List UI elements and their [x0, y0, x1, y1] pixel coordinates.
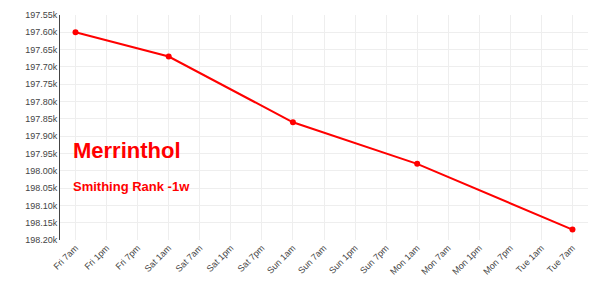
svg-text:Tue 7am: Tue 7am — [545, 243, 577, 275]
svg-text:197.95k: 197.95k — [25, 149, 58, 159]
svg-text:198.05k: 198.05k — [25, 183, 58, 193]
svg-text:Sat 1pm: Sat 1pm — [205, 243, 236, 274]
svg-text:198.10k: 198.10k — [25, 201, 58, 211]
svg-text:Mon 1am: Mon 1am — [388, 243, 422, 277]
svg-text:Sat 1am: Sat 1am — [143, 243, 174, 274]
svg-text:198.00k: 198.00k — [25, 166, 58, 176]
svg-text:198.20k: 198.20k — [25, 235, 58, 245]
svg-text:197.65k: 197.65k — [25, 45, 58, 55]
svg-text:Sun 7am: Sun 7am — [296, 243, 329, 276]
svg-text:197.90k: 197.90k — [25, 131, 58, 141]
svg-text:Fri 7pm: Fri 7pm — [114, 243, 143, 272]
svg-text:197.75k: 197.75k — [25, 79, 58, 89]
svg-text:Sat 7pm: Sat 7pm — [236, 243, 267, 274]
svg-text:Fri 1pm: Fri 1pm — [83, 243, 112, 272]
svg-text:Sat 7am: Sat 7am — [174, 243, 205, 274]
svg-text:197.60k: 197.60k — [25, 27, 58, 37]
svg-text:198.15k: 198.15k — [25, 218, 58, 228]
svg-text:Mon 1pm: Mon 1pm — [450, 243, 484, 277]
svg-text:197.70k: 197.70k — [25, 62, 58, 72]
svg-text:Merrinthol: Merrinthol — [73, 138, 181, 163]
svg-text:Tue 1am: Tue 1am — [514, 243, 546, 275]
svg-text:197.55k: 197.55k — [25, 10, 58, 20]
svg-text:197.80k: 197.80k — [25, 97, 58, 107]
svg-text:Sun 1pm: Sun 1pm — [327, 243, 360, 276]
svg-text:Smithing Rank -1w: Smithing Rank -1w — [73, 179, 190, 194]
svg-text:Mon 7am: Mon 7am — [419, 243, 453, 277]
svg-text:Fri 7am: Fri 7am — [51, 243, 80, 272]
svg-text:Mon 7pm: Mon 7pm — [481, 243, 515, 277]
svg-text:197.85k: 197.85k — [25, 114, 58, 124]
svg-text:Sun 1am: Sun 1am — [265, 243, 298, 276]
svg-text:Sun 7pm: Sun 7pm — [358, 243, 391, 276]
